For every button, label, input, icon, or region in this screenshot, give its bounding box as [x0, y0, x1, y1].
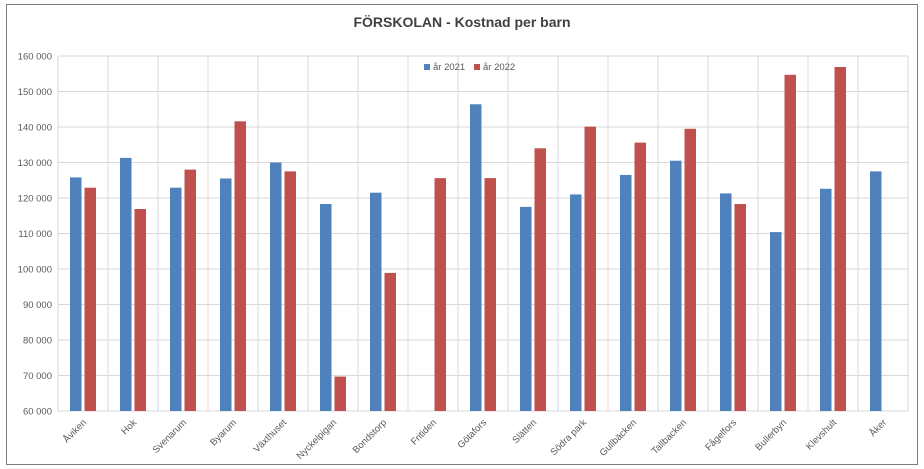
y-tick-label: 60 000: [23, 407, 52, 418]
bar-2021: [620, 174, 632, 411]
bar-2022: [184, 169, 196, 411]
bar-2022: [634, 142, 646, 411]
bar-2021: [470, 104, 482, 411]
chart-title: FÖRSKOLAN - Kostnad per barn: [353, 14, 571, 30]
x-tick-label: Klevshult: [804, 417, 839, 452]
y-tick-label: 100 000: [18, 265, 52, 276]
bar-2022: [784, 74, 796, 411]
x-tick-label: Nyckelpigan: [295, 417, 339, 461]
bar-2022: [734, 204, 746, 411]
x-axis: Åviken Hok Svenarum Byarum Växthuset Nyckelpi…: [61, 417, 889, 462]
bar-2022: [834, 67, 846, 411]
bar-2022: [434, 178, 446, 411]
bar-2021: [270, 162, 282, 411]
bar-2021: [370, 192, 382, 411]
bar-2021: [570, 194, 582, 411]
bar-2022: [484, 178, 496, 411]
bar-2022: [84, 187, 96, 411]
y-tick-label: 120 000: [18, 194, 52, 205]
x-tick-label: Fågelfors: [703, 417, 739, 453]
y-tick-label: 80 000: [23, 336, 52, 347]
x-tick-label: Götafors: [456, 417, 490, 451]
x-tick-label: Svenarum: [151, 417, 189, 455]
x-tick-label: Fritiden: [409, 417, 439, 447]
x-tick-label: Byarum: [208, 417, 239, 448]
x-tick-label: Tallbacken: [650, 417, 690, 457]
legend-swatch: [424, 64, 430, 70]
legend-swatch: [474, 64, 480, 70]
y-tick-label: 110 000: [18, 229, 52, 240]
x-tick-label: Slätten: [510, 417, 539, 446]
bar-2021: [820, 188, 832, 411]
bars: [70, 67, 882, 412]
bar-2021: [870, 171, 882, 411]
y-tick-label: 70 000: [23, 371, 52, 382]
bar-2021: [70, 177, 82, 411]
y-tick-label: 90 000: [23, 300, 52, 311]
y-tick-label: 160 000: [18, 52, 52, 63]
bar-2021: [220, 178, 232, 411]
x-tick-label: Södra park: [548, 417, 589, 458]
gridlines: [57, 55, 909, 412]
bar-2021: [120, 157, 132, 411]
x-tick-label: Åker: [868, 417, 890, 439]
bar-2022: [134, 209, 146, 411]
x-tick-label: Åviken: [61, 417, 89, 445]
bar-2022: [584, 126, 596, 412]
x-tick-label: Hok: [119, 417, 139, 437]
y-tick-label: 150 000: [18, 87, 52, 98]
bar-2021: [170, 187, 182, 411]
x-tick-label: Bullerbyn: [753, 417, 789, 453]
legend: år 2021 år 2022: [424, 62, 515, 73]
x-tick-label: Bondstorp: [351, 417, 389, 455]
y-axis: 60 000 70 000 80 000 90 000 100 000 110 000 12…: [18, 52, 52, 418]
bar-2021: [770, 232, 782, 411]
bar-2022: [534, 148, 546, 412]
bar-2021: [720, 193, 732, 411]
bar-2021: [670, 160, 682, 411]
x-tick-label: Växthuset: [251, 417, 289, 455]
bar-2022: [234, 121, 246, 411]
bar-2022: [334, 376, 346, 411]
bar-2022: [384, 272, 396, 411]
legend-label: år 2021: [433, 62, 465, 73]
y-tick-label: 130 000: [18, 158, 52, 169]
y-tick-label: 140 000: [18, 123, 52, 134]
bar-2021: [520, 206, 532, 411]
bar-2022: [684, 128, 696, 411]
legend-label: år 2022: [483, 62, 515, 73]
bar-2021: [320, 204, 332, 411]
bar-2022: [284, 171, 296, 411]
x-tick-label: Gullbäcken: [598, 417, 639, 458]
